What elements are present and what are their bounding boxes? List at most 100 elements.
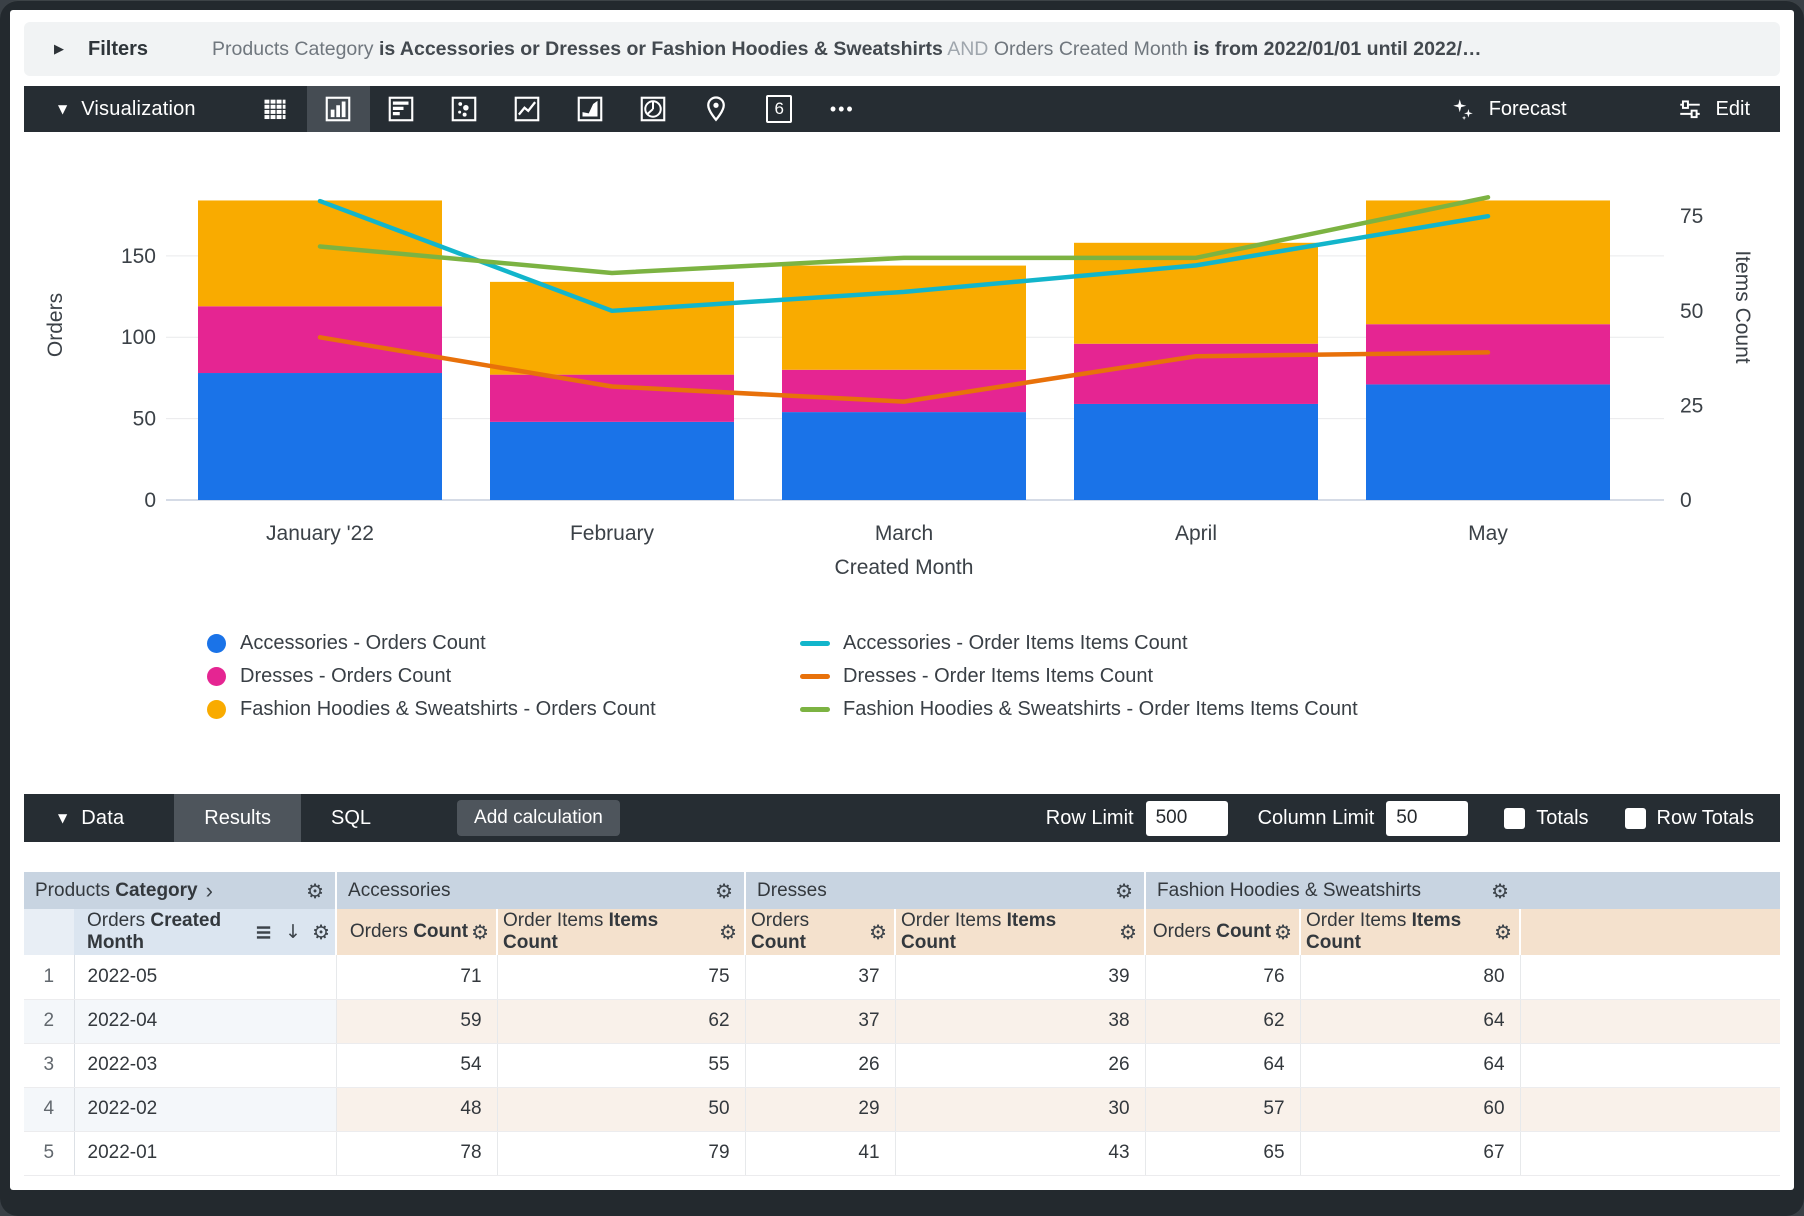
bar-segment[interactable]: [490, 374, 734, 422]
cell-value[interactable]: 62: [1145, 999, 1301, 1044]
cell-dimension[interactable]: 2022-02: [74, 1087, 337, 1132]
cell-value[interactable]: 71: [336, 955, 498, 1000]
bar-series[interactable]: [198, 200, 1610, 500]
gear-icon[interactable]: ⚙: [1119, 920, 1138, 944]
legend-item[interactable]: Fashion Hoodies & Sweatshirts - Orders C…: [207, 698, 800, 720]
bar-segment[interactable]: [490, 421, 734, 500]
line-path[interactable]: [317, 198, 1491, 314]
column-group-accessories[interactable]: Accessories ⚙: [335, 872, 746, 909]
bar-segment[interactable]: [1074, 403, 1318, 500]
cell-value[interactable]: 29: [745, 1087, 896, 1132]
cell-value[interactable]: 57: [1145, 1087, 1301, 1132]
cell-value[interactable]: 41: [745, 1131, 896, 1176]
cell-dimension[interactable]: 2022-03: [74, 1043, 337, 1088]
bar-segment[interactable]: [782, 265, 1026, 370]
column-group-dresses[interactable]: Dresses ⚙: [744, 872, 1146, 909]
legend-item[interactable]: Accessories - Order Items Items Count: [800, 632, 1358, 654]
area-chart-icon[interactable]: [559, 86, 622, 132]
add-calculation-button[interactable]: Add calculation: [457, 800, 620, 836]
cell-value[interactable]: 26: [895, 1043, 1146, 1088]
totals-checkbox[interactable]: [1504, 807, 1526, 829]
cell-value[interactable]: 38: [895, 999, 1146, 1044]
bar-segment[interactable]: [1366, 200, 1610, 325]
cell-value[interactable]: 37: [745, 999, 896, 1044]
cell-value[interactable]: 60: [1300, 1087, 1521, 1132]
bar-segment[interactable]: [198, 306, 442, 374]
cell-value[interactable]: 75: [497, 955, 746, 1000]
bar-segment[interactable]: [198, 373, 442, 500]
gear-icon[interactable]: ⚙: [869, 920, 888, 944]
bar-segment[interactable]: [490, 281, 734, 375]
cell-value[interactable]: 64: [1300, 1043, 1521, 1088]
cell-value[interactable]: 64: [1145, 1043, 1301, 1088]
cell-value[interactable]: 67: [1300, 1131, 1521, 1176]
cell-dimension[interactable]: 2022-05: [74, 955, 337, 1000]
table-chart-icon[interactable]: [244, 86, 307, 132]
gear-icon[interactable]: ⚙: [306, 878, 325, 903]
caret-down-icon[interactable]: ▼: [58, 811, 68, 825]
subtotal-icon[interactable]: [255, 923, 274, 942]
gear-icon[interactable]: ⚙: [715, 878, 734, 903]
forecast-button[interactable]: Forecast: [1450, 96, 1567, 122]
gear-icon[interactable]: ⚙: [1274, 920, 1293, 944]
cell-value[interactable]: 59: [336, 999, 498, 1044]
cell-value[interactable]: 37: [745, 955, 896, 1000]
cell-value[interactable]: 80: [1300, 955, 1521, 1000]
combo-chart[interactable]: 0 50 100 150 0 25 50 75 January '22 February March…: [24, 132, 1780, 592]
column-header-fashion-orders-count[interactable]: Orders Count ⚙: [1144, 909, 1301, 955]
totals-toggle[interactable]: Totals: [1504, 807, 1589, 830]
cell-dimension[interactable]: 2022-01: [74, 1131, 337, 1176]
cell-value[interactable]: 76: [1145, 955, 1301, 1000]
chevron-right-icon[interactable]: ›: [205, 877, 213, 903]
cell-value[interactable]: 55: [497, 1043, 746, 1088]
bar-segment[interactable]: [1074, 343, 1318, 404]
cell-value[interactable]: 50: [497, 1087, 746, 1132]
gear-icon[interactable]: ⚙: [1491, 878, 1510, 903]
sort-desc-icon[interactable]: ↓: [285, 921, 302, 943]
gear-icon[interactable]: ⚙: [719, 920, 738, 944]
column-limit-input[interactable]: [1386, 800, 1469, 836]
line-path[interactable]: [317, 195, 1491, 276]
column-group-fashion-hoodies[interactable]: Fashion Hoodies & Sweatshirts ⚙: [1144, 872, 1521, 909]
tab-sql[interactable]: SQL: [330, 806, 372, 829]
legend-item[interactable]: Accessories - Orders Count: [207, 632, 800, 654]
column-header-orders-created-month[interactable]: Orders Created Month ↓ ⚙: [74, 909, 337, 955]
cell-value[interactable]: 79: [497, 1131, 746, 1176]
line-path[interactable]: [317, 335, 1491, 404]
column-header-dresses-items-count[interactable]: Order Items Items Count ⚙: [894, 909, 1146, 955]
gear-icon[interactable]: ⚙: [1494, 920, 1513, 944]
bar-chart-icon[interactable]: [370, 86, 433, 132]
bar-segment[interactable]: [782, 369, 1026, 413]
cell-value[interactable]: 78: [336, 1131, 498, 1176]
pie-chart-icon[interactable]: [622, 86, 685, 132]
line-chart-icon[interactable]: [496, 86, 559, 132]
gear-icon[interactable]: ⚙: [1115, 878, 1134, 903]
legend-item[interactable]: Dresses - Order Items Items Count: [800, 665, 1358, 687]
map-chart-icon[interactable]: [685, 86, 748, 132]
cell-value[interactable]: 43: [895, 1131, 1146, 1176]
bar-segment[interactable]: [1366, 384, 1610, 500]
cell-value[interactable]: 39: [895, 955, 1146, 1000]
tab-results[interactable]: Results: [174, 794, 301, 842]
cell-value[interactable]: 64: [1300, 999, 1521, 1044]
bar-segment[interactable]: [782, 412, 1026, 500]
cell-value[interactable]: 65: [1145, 1131, 1301, 1176]
cell-value[interactable]: 48: [336, 1087, 498, 1132]
scatter-chart-icon[interactable]: [433, 86, 496, 132]
column-header-accessories-items-count[interactable]: Order Items Items Count ⚙: [496, 909, 746, 955]
filters-bar[interactable]: ▶ Filters Products Category is Accessori…: [24, 22, 1780, 76]
edit-button[interactable]: Edit: [1677, 96, 1750, 122]
column-header-accessories-orders-count[interactable]: Orders Count ⚙: [335, 909, 498, 955]
cell-value[interactable]: 54: [336, 1043, 498, 1088]
caret-right-icon[interactable]: ▶: [54, 41, 64, 57]
line-series[interactable]: [317, 195, 1491, 404]
cell-value[interactable]: 30: [895, 1087, 1146, 1132]
column-header-fashion-items-count[interactable]: Order Items Items Count ⚙: [1299, 909, 1521, 955]
single-value-icon[interactable]: 6: [748, 86, 811, 132]
gear-icon[interactable]: ⚙: [471, 920, 490, 944]
gear-icon[interactable]: ⚙: [312, 920, 331, 944]
row-totals-toggle[interactable]: Row Totals: [1624, 807, 1754, 830]
column-header-dresses-orders-count[interactable]: Orders Count ⚙: [744, 909, 896, 955]
cell-value[interactable]: 26: [745, 1043, 896, 1088]
cell-dimension[interactable]: 2022-04: [74, 999, 337, 1044]
